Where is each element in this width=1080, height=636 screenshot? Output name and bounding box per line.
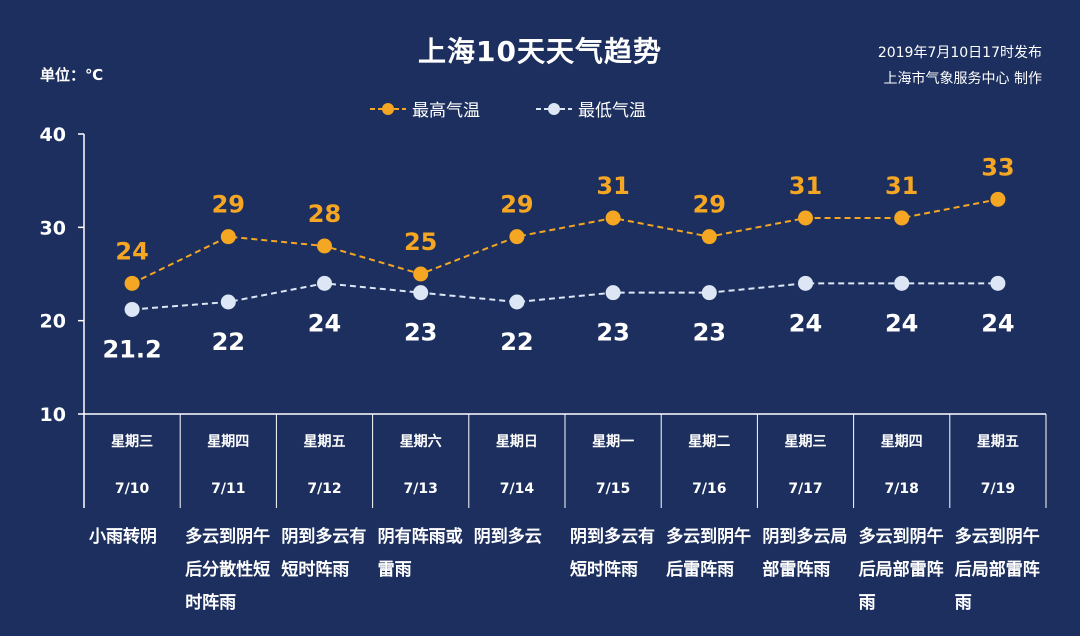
weekday-label: 星期五 [304, 434, 346, 450]
low-temp-point [124, 301, 140, 317]
high-temp-label: 29 [693, 191, 726, 219]
high-temp-label: 24 [115, 237, 148, 265]
weather-description: 多云到阴午后雷阵雨 [666, 527, 752, 580]
legend-low-marker [536, 102, 572, 115]
weather-description: 阴到多云有短时阵雨 [281, 527, 367, 580]
high-temp-point [317, 238, 332, 254]
weather-description: 多云到阴午后局部雷阵雨 [858, 527, 944, 613]
date-label: 7/16 [692, 481, 726, 497]
high-temp-label: 29 [212, 191, 245, 219]
weather-description: 小雨转阴 [89, 527, 157, 547]
weather-description: 阴到多云局部雷阵雨 [762, 527, 848, 580]
high-temp-label: 33 [981, 153, 1014, 181]
date-label: 7/14 [500, 481, 535, 497]
low-temp-point [509, 294, 525, 310]
high-temp-point [220, 229, 236, 245]
weekday-label: 星期五 [977, 434, 1019, 450]
date-label: 7/18 [885, 481, 919, 497]
low-temp-label: 24 [981, 309, 1014, 337]
low-temp-label: 24 [885, 309, 918, 337]
high-temp-point [701, 229, 717, 245]
high-temp-point [413, 266, 429, 282]
low-temp-point [413, 285, 429, 301]
weekday-label: 星期四 [207, 434, 249, 450]
low-temp-point [220, 294, 236, 310]
low-temp-label: 21.2 [102, 335, 161, 363]
y-tick-label: 20 [40, 311, 66, 333]
high-temp-point [509, 229, 525, 245]
weekday-label: 星期一 [592, 434, 634, 450]
weekday-label: 星期三 [111, 434, 153, 450]
issuer: 上海市气象服务中心 制作 [883, 71, 1042, 87]
low-temp-point [894, 275, 910, 291]
date-label: 7/10 [115, 481, 150, 497]
date-label: 7/12 [307, 481, 341, 497]
weekday-label: 星期三 [785, 434, 827, 450]
legend-low-label: 最低气温 [578, 101, 646, 121]
high-temp-label: 28 [308, 200, 341, 228]
weather-description: 阴到多云有短时阵雨 [570, 527, 655, 580]
low-temp-label: 22 [500, 328, 533, 356]
low-temp-label: 24 [789, 309, 822, 337]
low-temp-point [701, 285, 717, 301]
weekday-label: 星期二 [688, 434, 730, 450]
weekday-label: 星期日 [496, 434, 538, 450]
issue-info: 2019年7月10日17时发布 上海市气象服务中心 制作 [878, 40, 1042, 92]
high-temp-label: 31 [885, 172, 918, 200]
low-temp-label: 23 [404, 319, 437, 347]
y-tick-label: 30 [40, 217, 66, 239]
chart-title: 上海10天天气趋势 [418, 35, 662, 68]
high-temp-point [798, 210, 813, 226]
high-temp-point [605, 210, 621, 226]
unit-label: 单位：℃ [40, 66, 104, 84]
y-tick-label: 40 [40, 124, 66, 146]
issue-time: 2019年7月10日17时发布 [877, 45, 1042, 61]
y-tick-label: 10 [40, 404, 66, 426]
low-temp-point [990, 275, 1006, 291]
high-temp-label: 31 [789, 172, 822, 200]
high-temp-point [124, 275, 140, 291]
legend-high-marker [370, 102, 406, 115]
legend-high: 最高气温 [368, 96, 480, 121]
high-temp-point [990, 191, 1006, 207]
date-label: 7/17 [788, 481, 822, 497]
low-temp-point [605, 285, 621, 301]
high-temp-label: 31 [596, 172, 629, 200]
high-temp-label: 25 [404, 228, 437, 256]
low-temp-label: 24 [308, 309, 341, 337]
low-temp-label: 23 [596, 319, 629, 347]
weather-description: 阴有阵雨或雷雨 [377, 527, 463, 580]
weather-description: 多云到阴午后分散性短时阵雨 [185, 527, 271, 613]
low-temp-line [132, 282, 998, 311]
date-label: 7/11 [211, 481, 245, 497]
weekday-label: 星期六 [400, 433, 442, 450]
low-temp-label: 23 [693, 319, 726, 347]
low-temp-label: 22 [212, 328, 245, 356]
date-label: 7/15 [596, 481, 630, 497]
high-temp-label: 29 [500, 191, 533, 219]
date-label: 7/19 [981, 481, 1015, 497]
legend-high-label: 最高气温 [412, 101, 480, 121]
weather-description: 多云到阴午后局部雷阵雨 [954, 527, 1040, 613]
weather-description: 阴到多云 [473, 527, 542, 547]
low-temp-point [317, 275, 332, 291]
low-temp-point [798, 275, 813, 291]
high-temp-line [131, 198, 999, 285]
weekday-label: 星期四 [881, 434, 923, 450]
high-temp-point [894, 210, 910, 226]
date-label: 7/13 [404, 481, 438, 497]
legend-low: 最低气温 [534, 96, 646, 121]
